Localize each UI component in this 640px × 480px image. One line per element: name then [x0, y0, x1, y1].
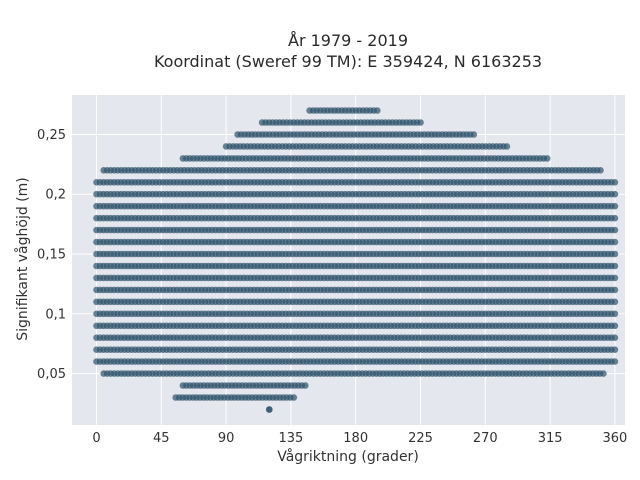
- data-point: [470, 131, 478, 138]
- x-tick-label: 90: [218, 431, 235, 446]
- data-points: [93, 107, 619, 413]
- data-point: [374, 107, 381, 114]
- data-point: [611, 214, 619, 222]
- data-point: [611, 358, 619, 365]
- x-tick-labels: 0 45 90 135 180 225 270 315 360: [92, 431, 627, 446]
- data-point: [290, 394, 298, 401]
- y-tick-label: 0,2: [45, 188, 66, 203]
- data-point: [600, 370, 607, 377]
- x-tick-label: 315: [538, 431, 563, 446]
- data-point: [611, 226, 619, 234]
- x-tick-label: 45: [153, 431, 170, 446]
- data-point: [611, 250, 619, 258]
- chart-title-line2: Koordinat (Sweref 99 TM): E 359424, N 61…: [154, 52, 542, 71]
- data-point: [417, 119, 424, 126]
- data-point: [611, 238, 619, 246]
- x-tick-label: 225: [408, 431, 433, 446]
- data-point: [266, 406, 273, 413]
- x-axis-title: Vågriktning (grader): [277, 448, 419, 465]
- data-point: [611, 346, 619, 354]
- data-point: [611, 322, 619, 330]
- data-point: [611, 286, 619, 294]
- plot-area: [72, 95, 625, 425]
- x-tick-label: 270: [473, 431, 498, 446]
- data-point: [611, 310, 619, 318]
- data-point: [611, 274, 619, 282]
- y-tick-label: 0,1: [45, 307, 66, 322]
- x-gridlines: [95, 95, 616, 425]
- data-point: [302, 382, 309, 389]
- data-point: [543, 155, 551, 162]
- y-tick-label: 0,05: [37, 367, 66, 382]
- x-tick-label: 180: [343, 431, 368, 446]
- x-tick-label: 0: [92, 431, 100, 446]
- data-point: [611, 179, 619, 186]
- y-tick-label: 0,25: [37, 128, 66, 143]
- data-point: [611, 334, 619, 342]
- y-tick-labels: 0,05 0,1 0,15 0,2 0,25: [37, 128, 66, 382]
- x-tick-label: 360: [603, 431, 628, 446]
- data-point: [611, 262, 619, 270]
- y-axis-title: Signifikant våghöjd (m): [14, 177, 31, 340]
- data-point: [597, 167, 604, 174]
- y-tick-label: 0,15: [37, 248, 66, 263]
- data-point: [611, 190, 619, 198]
- chart-title-line1: År 1979 - 2019: [288, 31, 408, 50]
- data-point: [503, 143, 511, 150]
- data-point: [611, 202, 619, 210]
- x-tick-label: 135: [278, 431, 303, 446]
- data-point: [611, 298, 619, 306]
